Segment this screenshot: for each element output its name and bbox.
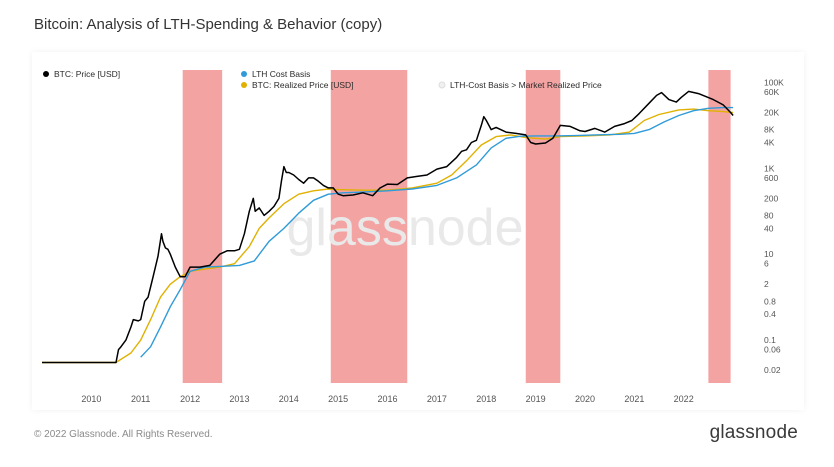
shaded-period-2 (330, 70, 408, 383)
x-tick-label: 2012 (180, 394, 200, 404)
x-tick-label: 2022 (674, 394, 694, 404)
shaded-period-1 (182, 70, 223, 383)
series-line-lth-cost-basis (140, 106, 734, 358)
price-chart: glassnode 2010 2011 2012 2013 2014 2015 2016 20… (42, 69, 784, 404)
y-tick-label: 10 (764, 249, 774, 259)
legend-marker (241, 82, 247, 88)
y-tick-label: 0.06 (764, 345, 781, 355)
x-tick-label: 2013 (229, 394, 249, 404)
y-tick-label: 8K (764, 125, 775, 135)
copyright-footer: © 2022 Glassnode. All Rights Reserved. (34, 429, 213, 440)
y-tick-label: 1K (764, 163, 775, 173)
x-axis: 2010 2011 2012 2013 2014 2015 2016 2017 2018 2019… (81, 394, 693, 404)
shaded-period-4 (708, 70, 731, 383)
y-tick-label: 60K (764, 87, 779, 97)
legend-marker (241, 71, 247, 77)
y-tick-label: 600 (764, 173, 778, 183)
shaded-period-3 (525, 70, 561, 383)
brand-logo: glassnode (709, 422, 798, 443)
y-tick-label: 0.8 (764, 296, 776, 306)
x-tick-label: 2014 (279, 394, 299, 404)
x-tick-label: 2010 (81, 394, 101, 404)
x-tick-label: 2018 (476, 394, 496, 404)
legend-label: BTC: Realized Price [USD] (252, 80, 354, 90)
y-tick-label: 200 (764, 193, 778, 203)
y-tick-label: 0.4 (764, 309, 776, 319)
y-tick-label: 20K (764, 107, 779, 117)
series-line-btc-realized-price-usd (42, 108, 734, 364)
series-lines (42, 90, 734, 364)
x-tick-label: 2015 (328, 394, 348, 404)
y-tick-label: 0.02 (764, 365, 781, 375)
x-tick-label: 2016 (378, 394, 398, 404)
x-tick-label: 2017 (427, 394, 447, 404)
y-tick-label: 40 (764, 223, 774, 233)
y-tick-label: 6 (764, 259, 769, 269)
y-tick-label: 2 (764, 279, 769, 289)
y-tick-label: 0.1 (764, 335, 776, 345)
shaded-periods (182, 70, 731, 383)
x-tick-label: 2021 (624, 394, 644, 404)
chart-title: Bitcoin: Analysis of LTH-Spending & Beha… (34, 16, 383, 33)
legend-label: BTC: Price [USD] (54, 69, 120, 79)
y-tick-label: 100K (764, 77, 784, 87)
x-tick-label: 2011 (131, 394, 150, 404)
y-axis: 100K60K20K8K4K1K600200804010620.80.40.10… (764, 77, 784, 375)
chart-panel: glassnode 2010 2011 2012 2013 2014 2015 2016 20… (32, 52, 804, 410)
chart-watermark: glassnode (286, 199, 523, 257)
y-tick-label: 80 (764, 210, 774, 220)
legend-label: LTH Cost Basis (252, 69, 310, 79)
x-tick-label: 2019 (526, 394, 546, 404)
y-tick-label: 4K (764, 137, 775, 147)
series-line-btc-price-usd (42, 90, 734, 364)
legend-marker (438, 81, 446, 89)
x-tick-label: 2020 (575, 394, 595, 404)
legend-label: LTH-Cost Basis > Market Realized Price (450, 80, 602, 90)
legend-marker (43, 71, 49, 77)
